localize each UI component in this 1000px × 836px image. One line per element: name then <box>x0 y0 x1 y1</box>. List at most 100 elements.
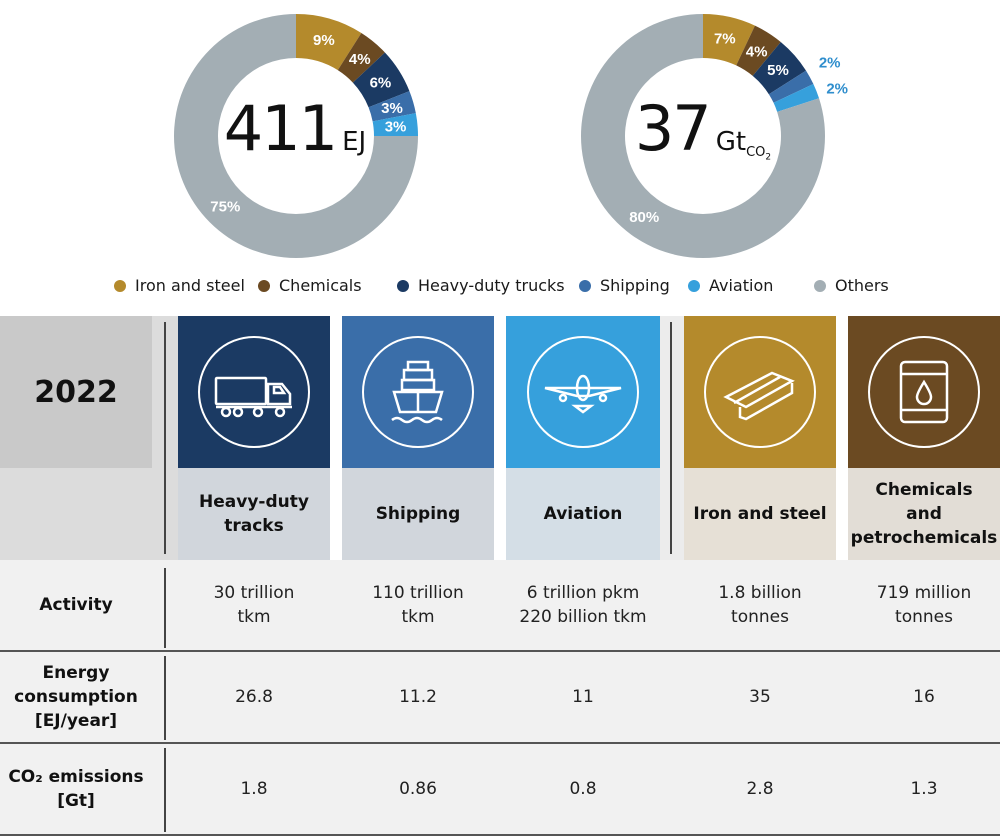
cell-line: tkm <box>237 607 271 627</box>
emissions-unit-sub: CO2 <box>746 145 772 163</box>
cell-line: 0.86 <box>399 779 437 799</box>
slice-label: 80% <box>629 209 659 226</box>
cell-line: tkm <box>401 607 435 627</box>
table-cell: 2.8 <box>684 744 836 834</box>
donut-slice <box>773 84 820 112</box>
chemicals-name-cell: Chemicals and petrochemicals <box>848 468 1000 560</box>
iron-steel-name-cell: Iron and steel <box>684 468 836 560</box>
legend-label: Heavy-duty trucks <box>418 276 565 295</box>
donut-slice <box>296 14 362 71</box>
donut-slice <box>736 25 781 76</box>
donut-slice <box>372 113 418 136</box>
cell-line: 6 trillion pkm <box>526 583 640 603</box>
slice-label: 6% <box>370 74 392 91</box>
cell-line: 2.8 <box>746 779 774 799</box>
row-label-text: Energy <box>42 663 110 683</box>
header-gap-2 <box>660 316 684 560</box>
cell-line: 35 <box>749 687 771 707</box>
shipping-name-cell: Shipping <box>342 468 494 560</box>
slice-label: 9% <box>313 32 335 49</box>
cell-line: 11 <box>572 687 594 707</box>
steel-beam-icon-svg <box>723 371 795 421</box>
legend-swatch <box>397 279 409 292</box>
year-cell: 2022 <box>0 316 152 468</box>
table-cell: 11.2 <box>342 652 494 742</box>
donut-slice <box>580 14 825 258</box>
emissions-unit-main: Gt <box>715 127 747 157</box>
emissions-unit-sub-2: 2 <box>765 152 772 163</box>
table-cell: 1.8 billion tonnes <box>684 560 836 650</box>
table-cell: 16 <box>848 652 1000 742</box>
ship-icon <box>362 336 474 448</box>
table-cell: 6 trillion pkm 220 billion tkm <box>506 560 660 650</box>
cell-line: 719 million <box>876 583 972 603</box>
cell-line: tonnes <box>895 607 953 627</box>
cell-line: tonnes <box>731 607 789 627</box>
rows-background <box>0 560 1000 836</box>
column-name: Shipping <box>375 504 461 524</box>
slice-label: 5% <box>767 62 789 79</box>
table-cell: 30 trillion tkm <box>178 560 330 650</box>
donut-charts-svg: 9%4%6%3%3%75%7%4%5% 2%2%80% <box>174 14 848 258</box>
energy-total: 411 EJ <box>200 92 390 172</box>
cell-line: 30 trillion <box>213 583 295 603</box>
legend-item-aviation: Aviation <box>688 276 773 295</box>
row-label-text: CO₂ emissions <box>8 767 144 787</box>
legend-label: Shipping <box>600 276 670 295</box>
row-label-emissions: CO₂ emissions [Gt] <box>0 744 152 834</box>
donut-slice <box>368 91 416 122</box>
row-separator <box>164 568 166 648</box>
column-name: Aviation <box>543 504 623 524</box>
header-separator-2 <box>670 322 672 554</box>
cell-line: 0.8 <box>569 779 597 799</box>
iron-steel-header <box>684 316 836 468</box>
legend-swatch <box>258 279 270 292</box>
column-name: Chemicals <box>875 480 973 500</box>
column-name: tracks <box>224 516 284 536</box>
legend-swatch <box>814 279 826 292</box>
slice-label: 2% <box>819 55 841 72</box>
emissions-unit-sub-co: CO <box>746 145 766 161</box>
legend-label: Aviation <box>709 276 774 295</box>
trucks-header <box>178 316 330 468</box>
aviation-name-cell: Aviation <box>506 468 660 560</box>
column-name: Iron and steel <box>693 504 827 524</box>
donut-charts: 9% 4% 6% 3% 3% 75% 7% 4% 5% 2% 2% 80% 411 EJ 37 GtC… <box>0 0 1000 310</box>
airplane-icon-svg <box>544 374 622 414</box>
legend-swatch <box>114 279 126 292</box>
column-name: Heavy-duty <box>199 492 309 512</box>
cell-line: 11.2 <box>399 687 437 707</box>
table-cell: 719 million tonnes <box>848 560 1000 650</box>
column-name: petrochemicals <box>850 528 998 548</box>
truck-icon-svg <box>214 376 292 418</box>
cell-line: 16 <box>913 687 935 707</box>
legend: Iron and steel Chemicals Heavy-duty truc… <box>0 276 1000 300</box>
slice-label: 3% <box>381 100 403 117</box>
year-cell-lower <box>0 468 152 560</box>
emissions-total-value: 37 <box>634 92 712 165</box>
slice-label: 4% <box>746 44 768 61</box>
legend-label: Iron and steel <box>135 276 245 295</box>
chemicals-header <box>848 316 1000 468</box>
year-label: 2022 <box>34 374 118 410</box>
table-cell: 0.8 <box>506 744 660 834</box>
row-divider <box>0 834 1000 836</box>
ship-icon-svg <box>391 360 444 424</box>
legend-item-trucks: Heavy-duty trucks <box>397 276 565 295</box>
slice-label: 75% <box>210 199 240 216</box>
cell-line: 220 billion tkm <box>519 607 647 627</box>
donut-slice <box>768 70 814 103</box>
legend-item-others: Others <box>814 276 889 295</box>
slice-label: 3% <box>385 119 407 136</box>
donut-slice <box>174 14 418 258</box>
donut-slice <box>352 52 410 108</box>
legend-item-iron-steel: Iron and steel <box>114 276 245 295</box>
slice-label: 7% <box>714 30 736 47</box>
table-cell: 11 <box>506 652 660 742</box>
table-cell: 110 trillion tkm <box>342 560 494 650</box>
legend-swatch <box>688 279 700 292</box>
aviation-header <box>506 316 660 468</box>
table-cell: 0.86 <box>342 744 494 834</box>
legend-label: Chemicals <box>279 276 362 295</box>
cell-line: 26.8 <box>235 687 273 707</box>
